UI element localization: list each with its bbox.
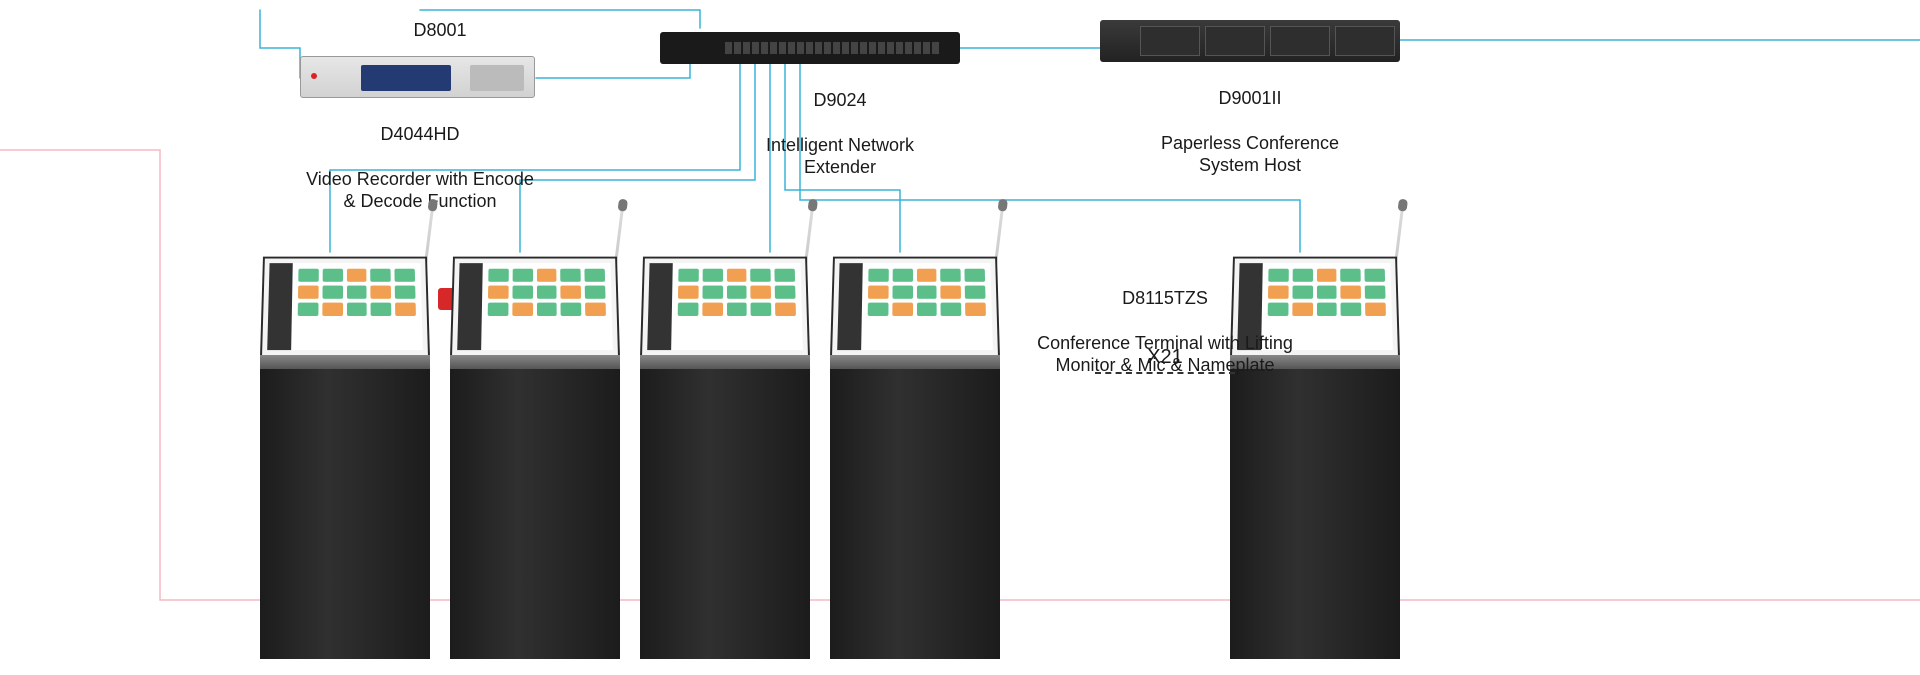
terminal-body — [450, 369, 620, 659]
terminal-screen — [267, 263, 423, 350]
switch-desc: Intelligent Network Extender — [766, 135, 914, 178]
power-led-icon — [311, 73, 317, 79]
host-label: D9001II Paperless Conference System Host — [1130, 64, 1370, 177]
terminal-stand — [830, 355, 1000, 369]
drive-bay-icon — [1205, 26, 1265, 56]
recorder-model: D4044HD — [380, 124, 459, 144]
projector-model: D8001 — [413, 20, 466, 40]
switch-label: D9024 Intelligent Network Extender — [730, 66, 950, 179]
conference-terminal — [450, 252, 650, 662]
terminal-body — [640, 369, 810, 659]
system-diagram: D8001 Video Projecting Server D4044HD Vi… — [0, 0, 1920, 675]
host-model: D9001II — [1218, 88, 1281, 108]
terminal-monitor — [450, 257, 620, 357]
terminal-model: D8115TZS — [1122, 288, 1208, 308]
host-desc: Paperless Conference System Host — [1161, 133, 1339, 176]
quantity-dashes — [1095, 372, 1235, 374]
conference-terminal — [640, 252, 840, 662]
video-recorder — [300, 56, 535, 98]
terminal-body — [1230, 369, 1400, 659]
terminal-monitor — [640, 257, 810, 357]
recorder-desc: Video Recorder with Encode & Decode Func… — [306, 169, 534, 212]
recorder-speaker — [470, 65, 524, 91]
network-extender — [660, 32, 960, 64]
terminal-stand — [640, 355, 810, 369]
terminal-stand — [260, 355, 430, 369]
conference-terminal — [830, 252, 1030, 662]
drive-bay-icon — [1270, 26, 1330, 56]
drive-bay-icon — [1335, 26, 1395, 56]
recorder-label: D4044HD Video Recorder with Encode & Dec… — [280, 100, 560, 213]
conference-host — [1100, 20, 1400, 62]
terminal-stand — [450, 355, 620, 369]
terminal-monitor — [830, 257, 1000, 357]
terminal-body — [830, 369, 1000, 659]
terminal-quantity: X21 — [1095, 346, 1235, 369]
switch-model: D9024 — [813, 90, 866, 110]
terminal-body — [260, 369, 430, 659]
conference-terminal — [260, 252, 460, 662]
terminal-screen — [837, 263, 993, 350]
switch-ports-icon — [725, 42, 940, 54]
drive-bay-icon — [1140, 26, 1200, 56]
terminal-screen — [457, 263, 613, 350]
terminal-screen — [647, 263, 803, 350]
recorder-display — [361, 65, 451, 91]
terminal-monitor — [260, 257, 430, 357]
